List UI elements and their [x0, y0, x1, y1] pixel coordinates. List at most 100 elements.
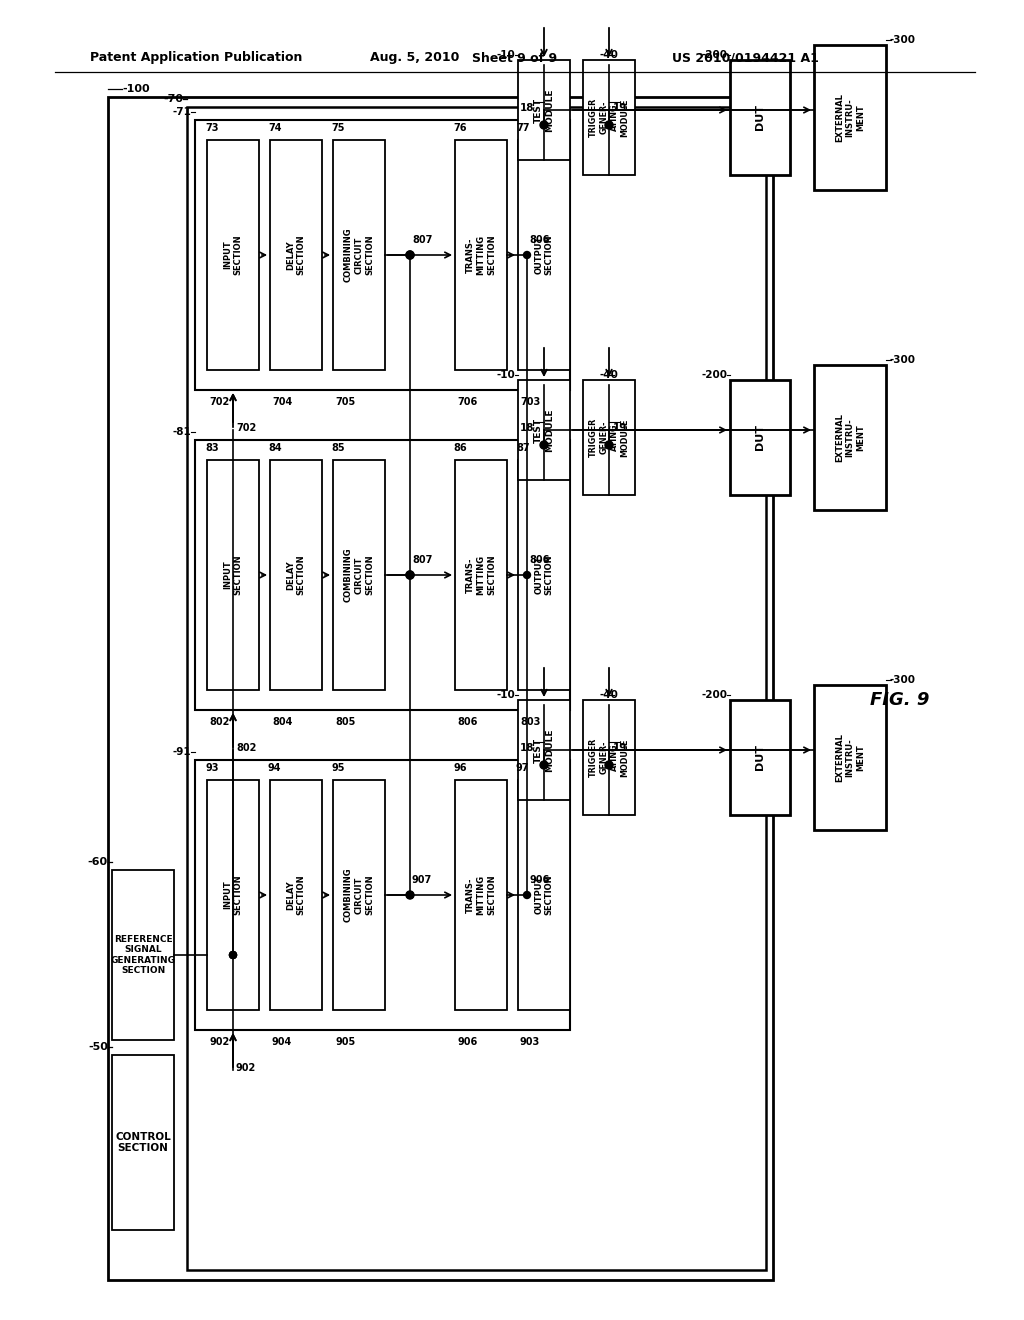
- Text: 804: 804: [272, 717, 293, 727]
- Circle shape: [229, 952, 237, 958]
- Bar: [207, 140, 259, 370]
- Text: INPUT
SECTION: INPUT SECTION: [223, 554, 243, 595]
- Bar: [518, 59, 570, 160]
- Text: -40: -40: [600, 50, 618, 59]
- Bar: [108, 96, 773, 1280]
- Circle shape: [406, 572, 414, 579]
- Text: DELAY
SECTION: DELAY SECTION: [287, 554, 306, 595]
- Text: 93: 93: [205, 763, 218, 774]
- Text: -300: -300: [889, 675, 915, 685]
- Text: 18: 18: [519, 743, 534, 752]
- Text: -70: -70: [163, 94, 183, 104]
- Text: 74: 74: [268, 123, 282, 133]
- Text: -10: -10: [497, 50, 515, 59]
- Text: 905: 905: [335, 1038, 355, 1047]
- Circle shape: [523, 891, 530, 899]
- Text: TEST
MODULE: TEST MODULE: [535, 729, 554, 772]
- Text: 19: 19: [613, 103, 628, 114]
- Circle shape: [523, 252, 530, 259]
- Bar: [195, 120, 570, 389]
- Text: 19: 19: [613, 743, 628, 752]
- Text: 904: 904: [272, 1038, 292, 1047]
- Text: 18: 18: [519, 422, 534, 433]
- Text: COMBINING
CIRCUIT
SECTION: COMBINING CIRCUIT SECTION: [344, 867, 374, 923]
- Text: DUT: DUT: [755, 104, 765, 131]
- Text: -100: -100: [122, 84, 150, 94]
- Circle shape: [406, 251, 414, 259]
- Text: 84: 84: [268, 444, 282, 453]
- Text: OUTPUT
SECTION: OUTPUT SECTION: [535, 235, 554, 276]
- Bar: [518, 780, 570, 1010]
- Text: TRIGGER
GENER-
ATING
MODULE: TRIGGER GENER- ATING MODULE: [589, 738, 629, 777]
- Text: 806: 806: [457, 717, 477, 727]
- Text: 702: 702: [209, 397, 229, 407]
- Text: -40: -40: [600, 690, 618, 700]
- Text: INPUT
SECTION: INPUT SECTION: [223, 235, 243, 276]
- Circle shape: [406, 251, 414, 259]
- Bar: [518, 459, 570, 690]
- Bar: [207, 459, 259, 690]
- Bar: [518, 380, 570, 480]
- Bar: [730, 59, 790, 176]
- Bar: [270, 459, 322, 690]
- Text: OUTPUT
SECTION: OUTPUT SECTION: [535, 554, 554, 595]
- Text: TRIGGER
GENER-
ATING
MODULE: TRIGGER GENER- ATING MODULE: [589, 98, 629, 137]
- Bar: [112, 1055, 174, 1230]
- Text: US 2010/0194421 A1: US 2010/0194421 A1: [672, 51, 819, 65]
- Text: -10: -10: [497, 370, 515, 380]
- Text: 73: 73: [205, 123, 218, 133]
- Text: 87: 87: [516, 444, 529, 453]
- Text: 75: 75: [331, 123, 344, 133]
- Circle shape: [229, 952, 237, 958]
- Text: Sheet 9 of 9: Sheet 9 of 9: [472, 51, 557, 65]
- Text: REFERENCE
SIGNAL
GENERATING
SECTION: REFERENCE SIGNAL GENERATING SECTION: [111, 935, 175, 975]
- Text: -200: -200: [701, 50, 727, 59]
- Circle shape: [605, 121, 613, 129]
- Circle shape: [229, 952, 237, 958]
- Text: 96: 96: [453, 763, 467, 774]
- Bar: [195, 760, 570, 1030]
- Text: CONTROL
SECTION: CONTROL SECTION: [115, 1131, 171, 1154]
- Circle shape: [407, 891, 414, 899]
- Bar: [814, 685, 886, 830]
- Text: 703: 703: [520, 397, 541, 407]
- Text: 85: 85: [331, 444, 345, 453]
- Text: -10: -10: [497, 690, 515, 700]
- Circle shape: [540, 121, 548, 129]
- Bar: [518, 700, 570, 800]
- Bar: [333, 780, 385, 1010]
- Text: DELAY
SECTION: DELAY SECTION: [287, 235, 306, 276]
- Bar: [333, 140, 385, 370]
- Text: 702: 702: [236, 422, 256, 433]
- Text: 802: 802: [236, 743, 256, 752]
- Circle shape: [523, 572, 530, 578]
- Text: 76: 76: [453, 123, 467, 133]
- Text: DELAY
SECTION: DELAY SECTION: [287, 875, 306, 915]
- Text: 902: 902: [236, 1063, 256, 1073]
- Text: -200: -200: [701, 370, 727, 380]
- Text: 83: 83: [205, 444, 219, 453]
- Text: 807: 807: [412, 235, 432, 246]
- Text: EXTERNAL
INSTRU-
MENT: EXTERNAL INSTRU- MENT: [836, 94, 865, 143]
- Bar: [195, 440, 570, 710]
- Text: 706: 706: [457, 397, 477, 407]
- Text: EXTERNAL
INSTRU-
MENT: EXTERNAL INSTRU- MENT: [836, 733, 865, 781]
- Text: DUT: DUT: [755, 425, 765, 450]
- Circle shape: [407, 252, 414, 259]
- Text: 803: 803: [520, 717, 541, 727]
- Text: 18: 18: [519, 103, 534, 114]
- Bar: [333, 459, 385, 690]
- Text: -200: -200: [701, 690, 727, 700]
- Text: 806: 806: [529, 235, 549, 246]
- Bar: [814, 45, 886, 190]
- Text: -60: -60: [88, 857, 108, 867]
- Text: COMBINING
CIRCUIT
SECTION: COMBINING CIRCUIT SECTION: [344, 548, 374, 602]
- Circle shape: [540, 441, 548, 449]
- Text: 86: 86: [453, 444, 467, 453]
- Text: 807: 807: [412, 554, 432, 565]
- Text: 906: 906: [457, 1038, 477, 1047]
- Text: -91: -91: [172, 747, 191, 756]
- Text: 19: 19: [613, 422, 628, 433]
- Circle shape: [406, 891, 414, 899]
- Text: 94: 94: [268, 763, 282, 774]
